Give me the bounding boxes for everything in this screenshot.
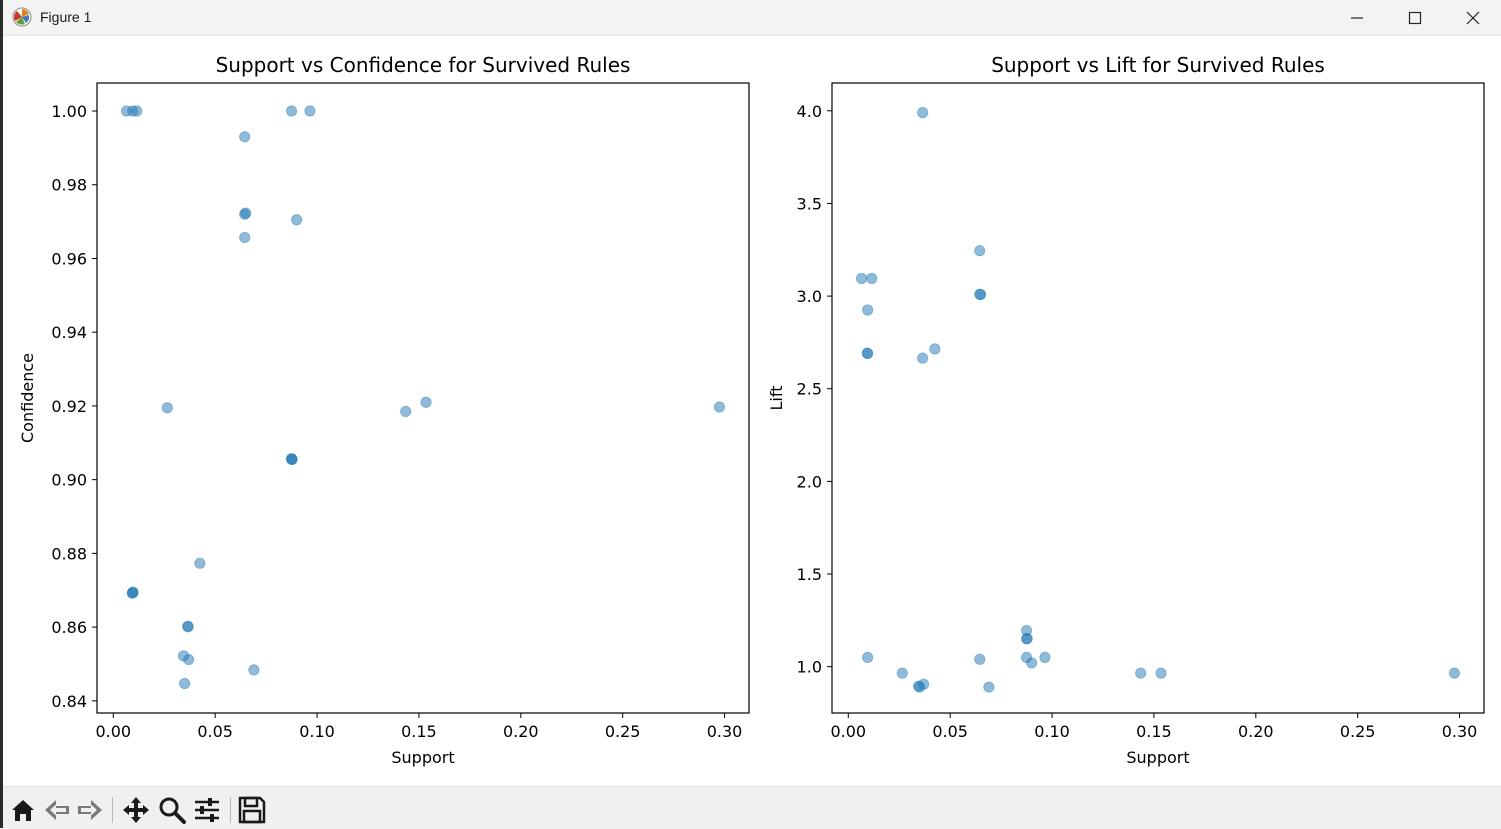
data-point	[182, 621, 194, 633]
y-axis-label: Confidence	[18, 353, 37, 443]
title-bar: Figure 1	[3, 0, 1501, 36]
data-point	[896, 667, 908, 679]
x-tick-label: 0.10	[1034, 722, 1070, 741]
data-point	[862, 651, 874, 664]
home-icon[interactable]	[8, 795, 38, 825]
data-point	[929, 343, 941, 355]
x-tick-label: 0.25	[1340, 722, 1376, 741]
axes-frame	[96, 82, 750, 714]
back-icon[interactable]	[42, 795, 72, 825]
data-point	[239, 231, 251, 244]
y-tick-label: 4.0	[797, 102, 822, 121]
data-point	[291, 214, 303, 226]
toolbar-separator	[230, 797, 231, 823]
window-left-edge	[0, 0, 3, 828]
y-tick-label: 3.0	[797, 287, 822, 306]
x-axis-label: Support	[1126, 748, 1189, 767]
close-icon	[1466, 11, 1480, 25]
data-point	[248, 664, 260, 676]
x-tick-label: 0.15	[401, 722, 437, 741]
save-icon[interactable]	[237, 795, 267, 825]
x-tick-label: 0.20	[1238, 722, 1274, 741]
y-tick-label: 1.00	[51, 102, 87, 121]
pan-icon[interactable]	[121, 795, 151, 825]
data-point	[285, 105, 298, 117]
configure-subplots-icon[interactable]	[192, 795, 222, 825]
data-point	[1155, 667, 1167, 679]
minimize-icon	[1351, 17, 1363, 19]
data-point	[917, 352, 929, 364]
data-point	[866, 272, 878, 285]
data-point	[974, 653, 986, 665]
x-tick-label: 0.00	[95, 722, 131, 741]
y-axis-label: Lift	[767, 386, 786, 411]
y-tick-label: 1.0	[797, 658, 822, 677]
y-tick-label: 3.5	[797, 194, 822, 213]
y-tick-label: 0.92	[51, 397, 87, 416]
toolbar-separator	[112, 797, 113, 823]
y-tick-label: 0.96	[51, 249, 87, 268]
data-point	[1021, 632, 1033, 645]
data-point	[400, 405, 412, 418]
forward-icon[interactable]	[75, 795, 105, 825]
data-point	[286, 453, 298, 465]
figure-canvas: Support vs Confidence for Survived Rules…	[3, 36, 1501, 786]
x-tick-label: 0.15	[1136, 722, 1172, 741]
data-point	[917, 107, 929, 119]
y-tick-label: 0.88	[51, 544, 87, 563]
data-point	[161, 402, 173, 414]
axes-frame	[831, 82, 1485, 714]
y-tick-label: 0.94	[51, 323, 87, 342]
data-point	[183, 653, 195, 666]
matplotlib-app-icon	[12, 7, 32, 27]
data-point	[1026, 657, 1038, 669]
data-point	[126, 587, 138, 599]
data-point	[420, 396, 432, 408]
data-point	[1448, 667, 1461, 679]
chart-title: Support vs Lift for Survived Rules	[991, 53, 1325, 77]
figure-svg: Support vs Confidence for Survived Rules…	[18, 53, 1485, 767]
data-point	[862, 304, 874, 316]
chart-title: Support vs Confidence for Survived Rules	[216, 53, 631, 77]
close-button[interactable]	[1444, 0, 1501, 35]
y-tick-label: 2.5	[797, 380, 822, 399]
maximize-button[interactable]	[1386, 0, 1444, 35]
data-point	[983, 681, 995, 693]
data-point	[713, 401, 726, 413]
data-point	[239, 131, 251, 143]
y-tick-label: 2.0	[797, 472, 822, 491]
y-tick-label: 0.98	[51, 176, 87, 195]
data-point	[1039, 651, 1051, 664]
y-tick-label: 0.86	[51, 618, 87, 637]
window-title: Figure 1	[40, 9, 92, 25]
zoom-icon[interactable]	[157, 795, 187, 825]
x-tick-label: 0.25	[605, 722, 641, 741]
data-point	[194, 557, 206, 569]
data-point	[974, 245, 986, 257]
data-point	[914, 681, 926, 693]
data-point	[304, 105, 316, 117]
x-tick-label: 0.20	[503, 722, 539, 741]
x-tick-label: 0.05	[932, 722, 968, 741]
x-axis-label: Support	[391, 748, 454, 767]
y-tick-label: 0.90	[51, 471, 87, 490]
x-tick-label: 0.00	[830, 722, 866, 741]
x-tick-label: 0.30	[1442, 722, 1478, 741]
maximize-icon	[1408, 11, 1422, 25]
data-point	[855, 272, 868, 285]
data-point	[861, 347, 873, 359]
data-point	[131, 105, 143, 117]
x-tick-label: 0.05	[197, 722, 233, 741]
data-point	[179, 677, 191, 690]
y-tick-label: 0.84	[51, 692, 87, 711]
minimize-button[interactable]	[1328, 0, 1386, 35]
x-tick-label: 0.30	[707, 722, 743, 741]
navigation-toolbar	[3, 786, 1501, 829]
data-point	[239, 208, 251, 220]
x-tick-label: 0.10	[299, 722, 335, 741]
data-point	[975, 289, 987, 301]
data-point	[1135, 667, 1147, 679]
y-tick-label: 1.5	[797, 565, 822, 584]
